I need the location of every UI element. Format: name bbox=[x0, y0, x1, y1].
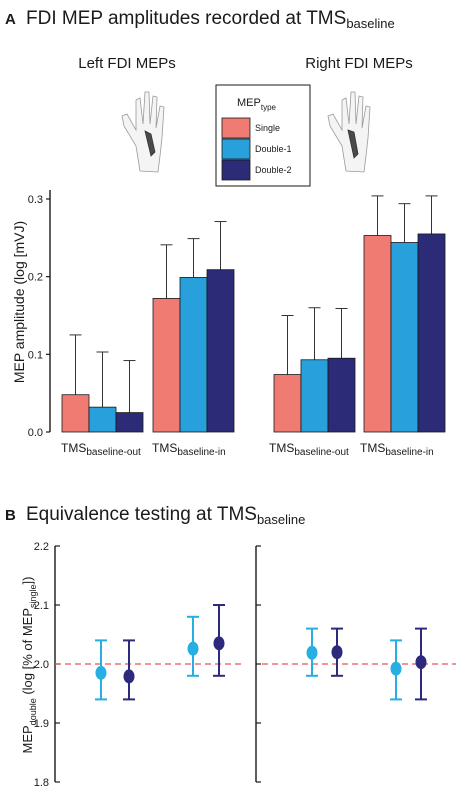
legend-label-single: Single bbox=[255, 123, 280, 133]
bar-double-1 bbox=[300, 359, 329, 433]
bar-single bbox=[152, 298, 181, 433]
ytick-label: 0.3 bbox=[28, 194, 43, 206]
left-panel-title: Left FDI MEPs bbox=[78, 55, 176, 72]
panel-b-yticks: 1.8 1.9 2.0 2.1 2.2 bbox=[34, 541, 261, 789]
bar-double-2 bbox=[417, 233, 446, 433]
hand-with-highlighted-fdi-muscle-icon bbox=[121, 91, 165, 173]
bar-double-1 bbox=[179, 277, 208, 433]
point-double-2 bbox=[123, 669, 135, 684]
legend-label-double-1: Double-1 bbox=[255, 144, 292, 154]
point-double-1 bbox=[390, 661, 402, 676]
bar-double-2 bbox=[327, 357, 356, 433]
panel-a-ylabel: MEP amplitude (log [mVJ) bbox=[11, 221, 27, 383]
bar-single bbox=[61, 394, 90, 433]
legend-swatch-double-1 bbox=[221, 138, 251, 160]
bar-single bbox=[363, 235, 392, 433]
panel-b-letter: B bbox=[5, 507, 16, 524]
point-double-2 bbox=[331, 645, 343, 660]
ytick-label: 1.8 bbox=[34, 777, 49, 789]
point-double-1 bbox=[95, 665, 107, 680]
legend-label-double-2: Double-2 bbox=[255, 165, 292, 175]
legend-title: MEPtype bbox=[237, 97, 277, 112]
xlabel-left-baseline-in: TMSbaseline-in bbox=[152, 441, 226, 458]
ytick-label: 1.9 bbox=[34, 718, 49, 730]
panel-a-yticks: 0.0 0.1 0.2 0.3 bbox=[28, 194, 50, 439]
left-fdi-bars bbox=[61, 221, 235, 433]
xlabel-right-baseline-out: TMSbaseline-out bbox=[269, 441, 349, 458]
ytick-label: 0.0 bbox=[28, 427, 43, 439]
xlabel-right-baseline-in: TMSbaseline-in bbox=[360, 441, 434, 458]
point-double-1 bbox=[306, 645, 318, 660]
ytick-label: 2.0 bbox=[34, 659, 49, 671]
xlabel-left-baseline-out: TMSbaseline-out bbox=[61, 441, 141, 458]
legend-swatch-double-2 bbox=[221, 159, 251, 181]
legend: MEPtype Single Double-1 Double-2 bbox=[215, 84, 311, 187]
point-double-2 bbox=[415, 655, 427, 670]
bar-double-2 bbox=[206, 269, 235, 433]
point-double-1 bbox=[187, 641, 199, 656]
equivalence-points bbox=[95, 604, 427, 701]
legend-swatch-single bbox=[221, 117, 251, 139]
ytick-label: 2.1 bbox=[34, 600, 49, 612]
bar-single bbox=[273, 374, 302, 433]
bar-double-1 bbox=[88, 406, 117, 433]
bar-double-1 bbox=[390, 242, 419, 433]
right-fdi-bars bbox=[273, 195, 446, 433]
right-panel-title: Right FDI MEPs bbox=[305, 55, 413, 72]
panel-a-title: FDI MEP amplitudes recorded at TMSbaseli… bbox=[26, 8, 395, 31]
ytick-label: 0.1 bbox=[28, 349, 43, 361]
point-double-2 bbox=[213, 636, 225, 651]
ytick-label: 0.2 bbox=[28, 272, 43, 284]
hand-with-highlighted-fdi-muscle-icon bbox=[327, 91, 371, 173]
panel-b-ylabel: MEPdouble (log [% of MEPsingle]) bbox=[20, 577, 38, 754]
bar-double-2 bbox=[115, 412, 144, 433]
panel-a-letter: A bbox=[5, 11, 16, 28]
panel-b-title: Equivalence testing at TMSbaseline bbox=[26, 504, 305, 527]
ytick-label: 2.2 bbox=[34, 541, 49, 553]
